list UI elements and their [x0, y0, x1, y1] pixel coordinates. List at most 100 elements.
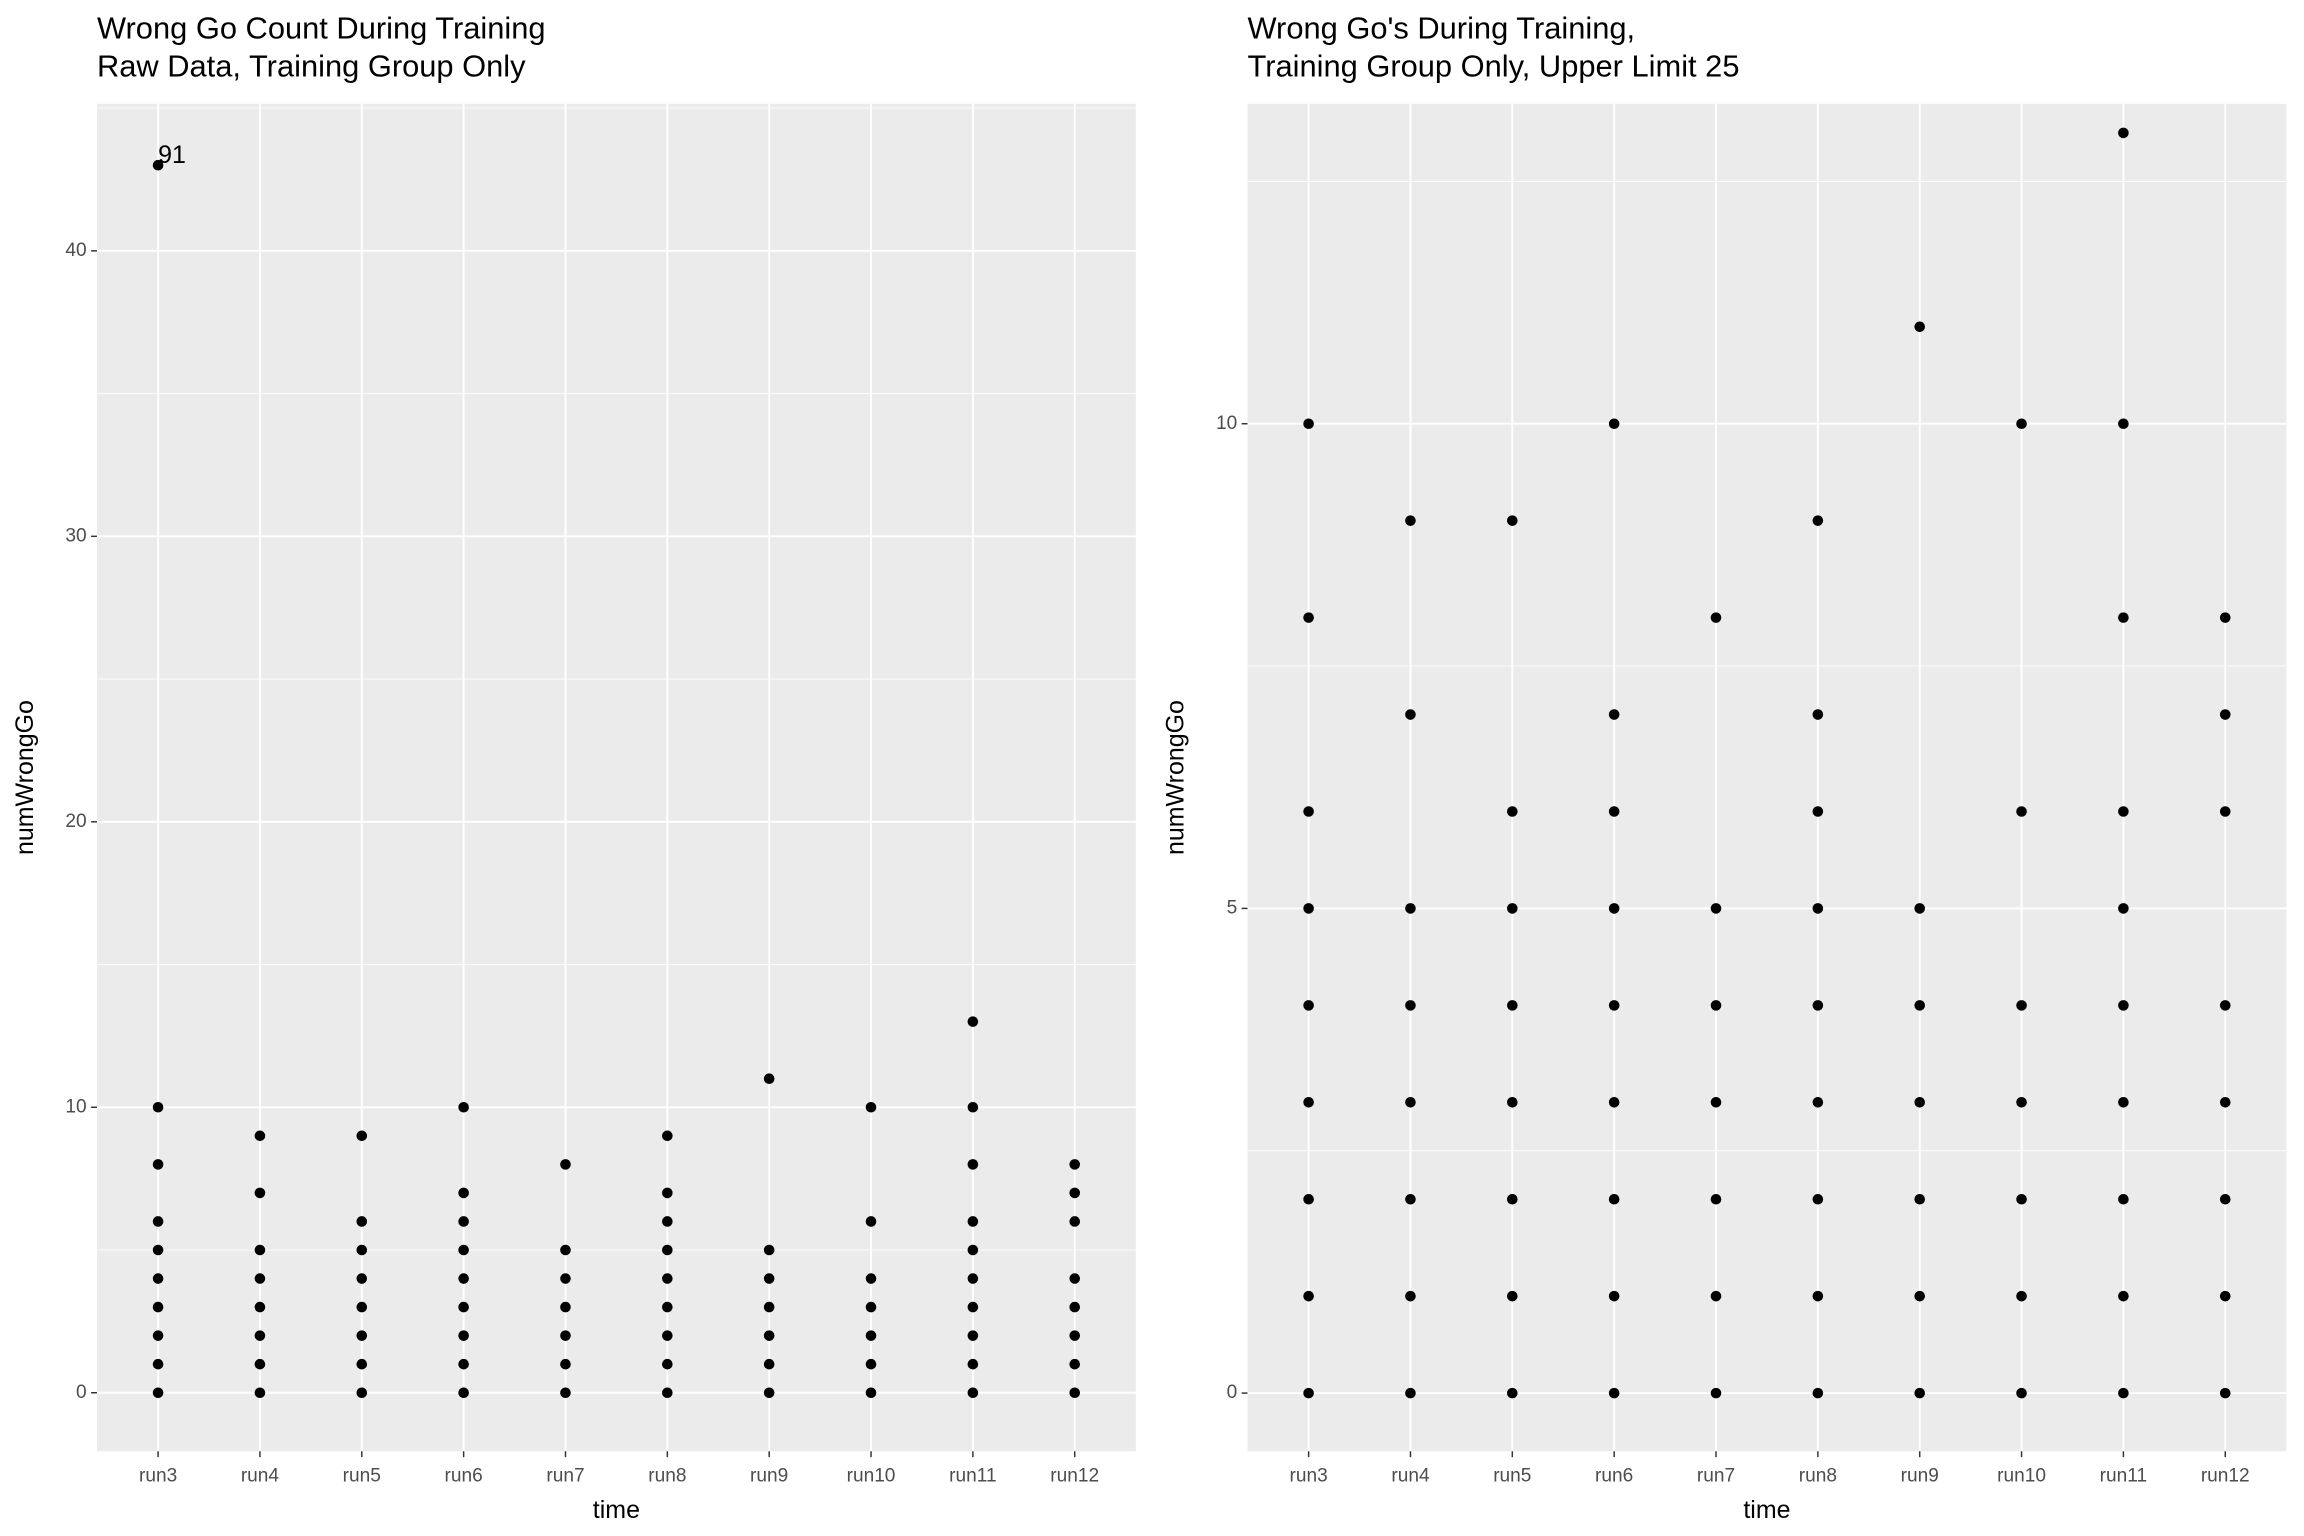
point	[763, 1301, 775, 1313]
point	[1812, 1290, 1824, 1302]
point	[152, 1101, 164, 1113]
point	[1608, 1387, 1620, 1399]
point	[1608, 709, 1620, 720]
point	[254, 1187, 266, 1199]
point	[458, 1273, 469, 1284]
point	[152, 1387, 164, 1399]
point	[1069, 1187, 1081, 1199]
point	[1405, 903, 1416, 914]
point	[1914, 1290, 1926, 1302]
point	[1608, 1097, 1620, 1108]
point	[1069, 1159, 1081, 1170]
point	[967, 1244, 979, 1256]
point	[2118, 418, 2129, 430]
x-axis-label: time	[1743, 1496, 1790, 1524]
point	[458, 1387, 469, 1399]
point	[1812, 515, 1824, 526]
x-tick-label: run7	[1697, 1465, 1735, 1486]
x-axis-label: time	[593, 1496, 640, 1524]
point	[560, 1244, 571, 1256]
x-tick-label: run10	[1997, 1465, 2046, 1486]
point	[967, 1016, 979, 1027]
x-tick-label: run5	[1493, 1465, 1531, 1486]
y-tick-label: 0	[76, 1382, 87, 1403]
x-tick-label: run8	[648, 1465, 686, 1486]
x-tick-label: run4	[1391, 1465, 1430, 1486]
x-tick-label: run11	[949, 1465, 996, 1486]
point	[458, 1330, 469, 1341]
point	[2016, 1193, 2027, 1205]
point	[2219, 1000, 2231, 1011]
point	[1914, 1000, 1926, 1011]
x-tick-label: run7	[546, 1465, 584, 1486]
point	[1812, 1193, 1824, 1205]
point	[1608, 1290, 1620, 1302]
point	[865, 1101, 877, 1113]
point	[560, 1301, 571, 1313]
point	[1710, 612, 1722, 623]
point	[662, 1301, 673, 1313]
point	[2016, 1387, 2027, 1399]
x-tick-label: run10	[847, 1465, 896, 1486]
point	[254, 1330, 266, 1341]
point	[2118, 806, 2129, 817]
point	[1812, 806, 1824, 817]
point	[1303, 1290, 1314, 1302]
point	[1608, 806, 1620, 817]
y-axis-label: numWrongGo	[1162, 700, 1190, 855]
chart-subtitle: Raw Data, Training Group Only	[97, 49, 526, 84]
point	[2016, 1000, 2027, 1011]
point	[1303, 806, 1314, 817]
point	[763, 1273, 775, 1284]
point	[1405, 515, 1416, 526]
point	[2219, 806, 2231, 817]
y-tick-label: 40	[65, 240, 86, 261]
point	[662, 1187, 673, 1199]
point	[1812, 709, 1824, 720]
point	[560, 1159, 571, 1170]
panel-background	[96, 103, 1136, 1452]
y-tick-label: 10	[65, 1096, 86, 1117]
point	[662, 1244, 673, 1256]
point	[1069, 1387, 1081, 1399]
point	[1812, 903, 1824, 914]
point	[1914, 321, 1926, 333]
x-tick-label: run8	[1799, 1465, 1837, 1486]
x-tick-label: run4	[241, 1465, 280, 1486]
point	[1608, 903, 1620, 914]
point	[1069, 1216, 1081, 1227]
point	[1812, 1387, 1824, 1399]
point	[152, 159, 164, 171]
point	[458, 1101, 469, 1113]
x-tick-label: run11	[2100, 1465, 2147, 1486]
point	[458, 1244, 469, 1256]
point	[763, 1244, 775, 1256]
point	[458, 1358, 469, 1370]
point	[1507, 1387, 1518, 1399]
chart-subtitle: Training Group Only, Upper Limit 25	[1248, 49, 1740, 84]
point	[458, 1187, 469, 1199]
point	[560, 1358, 571, 1370]
point	[1710, 1387, 1722, 1399]
point	[152, 1244, 164, 1256]
point	[662, 1387, 673, 1399]
point	[2219, 1097, 2231, 1108]
point	[458, 1301, 469, 1313]
x-tick-label: run9	[750, 1465, 788, 1486]
point	[152, 1216, 164, 1227]
point	[152, 1301, 164, 1313]
point	[967, 1330, 979, 1341]
point	[1608, 418, 1620, 430]
point	[152, 1358, 164, 1370]
point	[1303, 1387, 1314, 1399]
point	[356, 1358, 368, 1370]
point	[662, 1273, 673, 1284]
point	[967, 1101, 979, 1113]
chart-title: Wrong Go Count During Training	[97, 11, 546, 46]
point	[1069, 1358, 1081, 1370]
point	[865, 1330, 877, 1341]
point	[865, 1358, 877, 1370]
point	[254, 1301, 266, 1313]
point	[1710, 1000, 1722, 1011]
point	[2118, 612, 2129, 623]
